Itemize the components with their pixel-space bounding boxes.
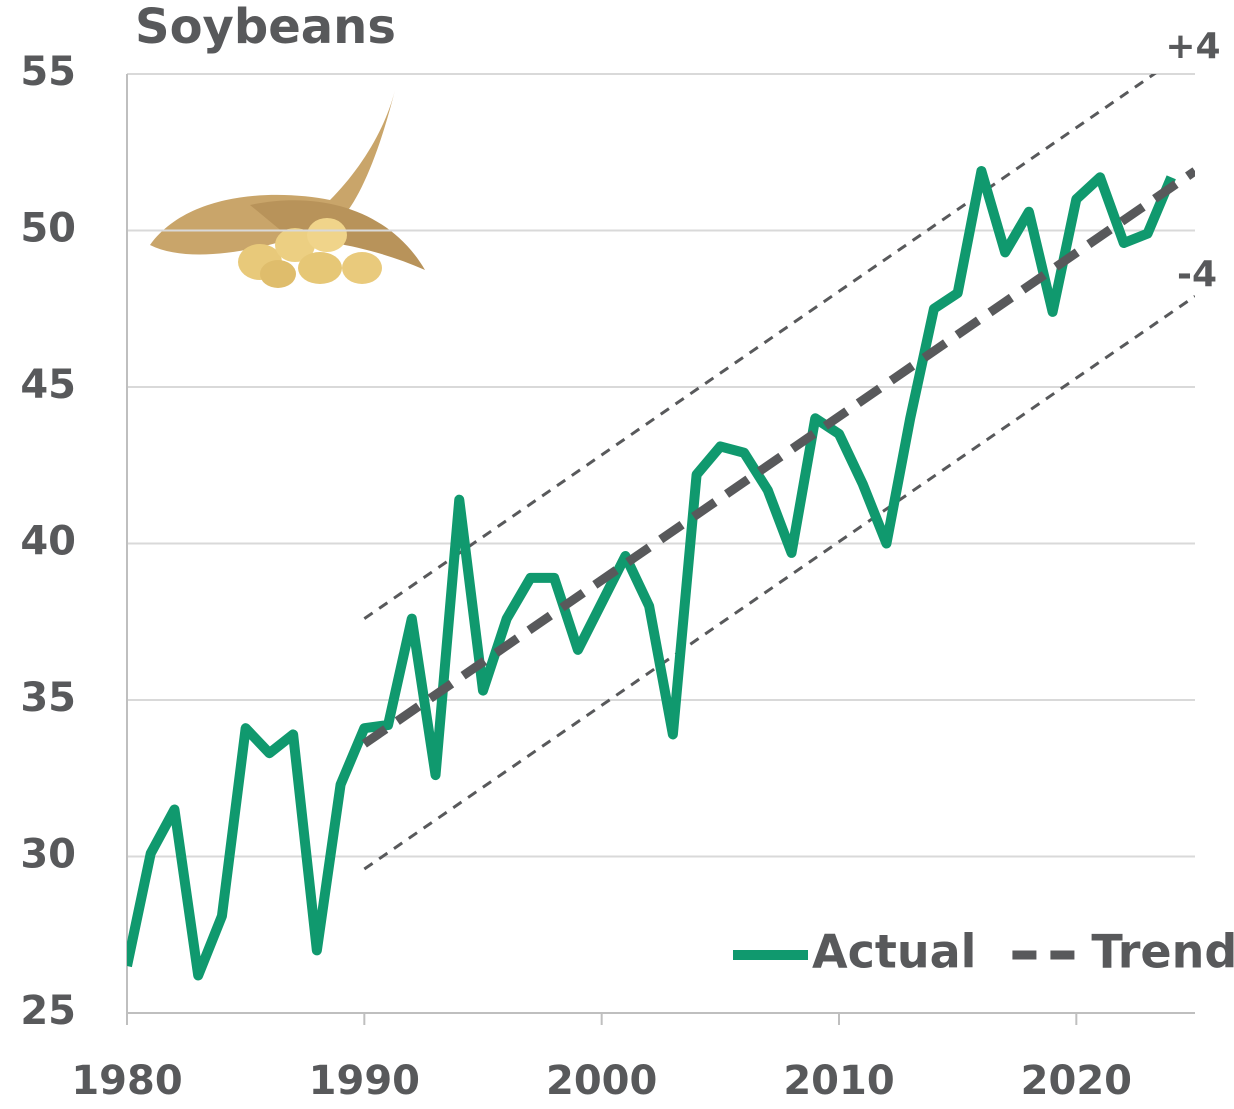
y-tick-label: 30 bbox=[20, 832, 76, 878]
x-tick-label: 1990 bbox=[309, 1058, 420, 1104]
plot-area bbox=[127, 74, 1195, 981]
x-tick-label: 2010 bbox=[783, 1058, 894, 1104]
legend-label: Actual bbox=[812, 925, 976, 979]
band-line bbox=[363, 74, 1157, 620]
legend-label: Trend bbox=[1091, 925, 1234, 979]
band-label: +4 bbox=[1165, 26, 1220, 67]
y-tick-label: 50 bbox=[20, 206, 76, 252]
y-tick-label: 55 bbox=[20, 49, 76, 95]
series-line bbox=[127, 166, 1176, 981]
x-tick-label: 2020 bbox=[1021, 1058, 1132, 1104]
y-tick-label: 25 bbox=[20, 988, 76, 1034]
y-tick-label: 40 bbox=[20, 519, 76, 565]
band-label: -4 bbox=[1177, 254, 1217, 295]
y-tick-label: 35 bbox=[20, 675, 76, 721]
x-tick-label: 2000 bbox=[546, 1058, 657, 1104]
x-tick-label: 1980 bbox=[71, 1058, 182, 1104]
chart-title: Soybeans bbox=[135, 0, 396, 55]
y-tick-label: 45 bbox=[20, 362, 76, 408]
soybean-illustration bbox=[150, 90, 425, 288]
series-line bbox=[361, 167, 1195, 748]
band-line bbox=[363, 294, 1195, 871]
